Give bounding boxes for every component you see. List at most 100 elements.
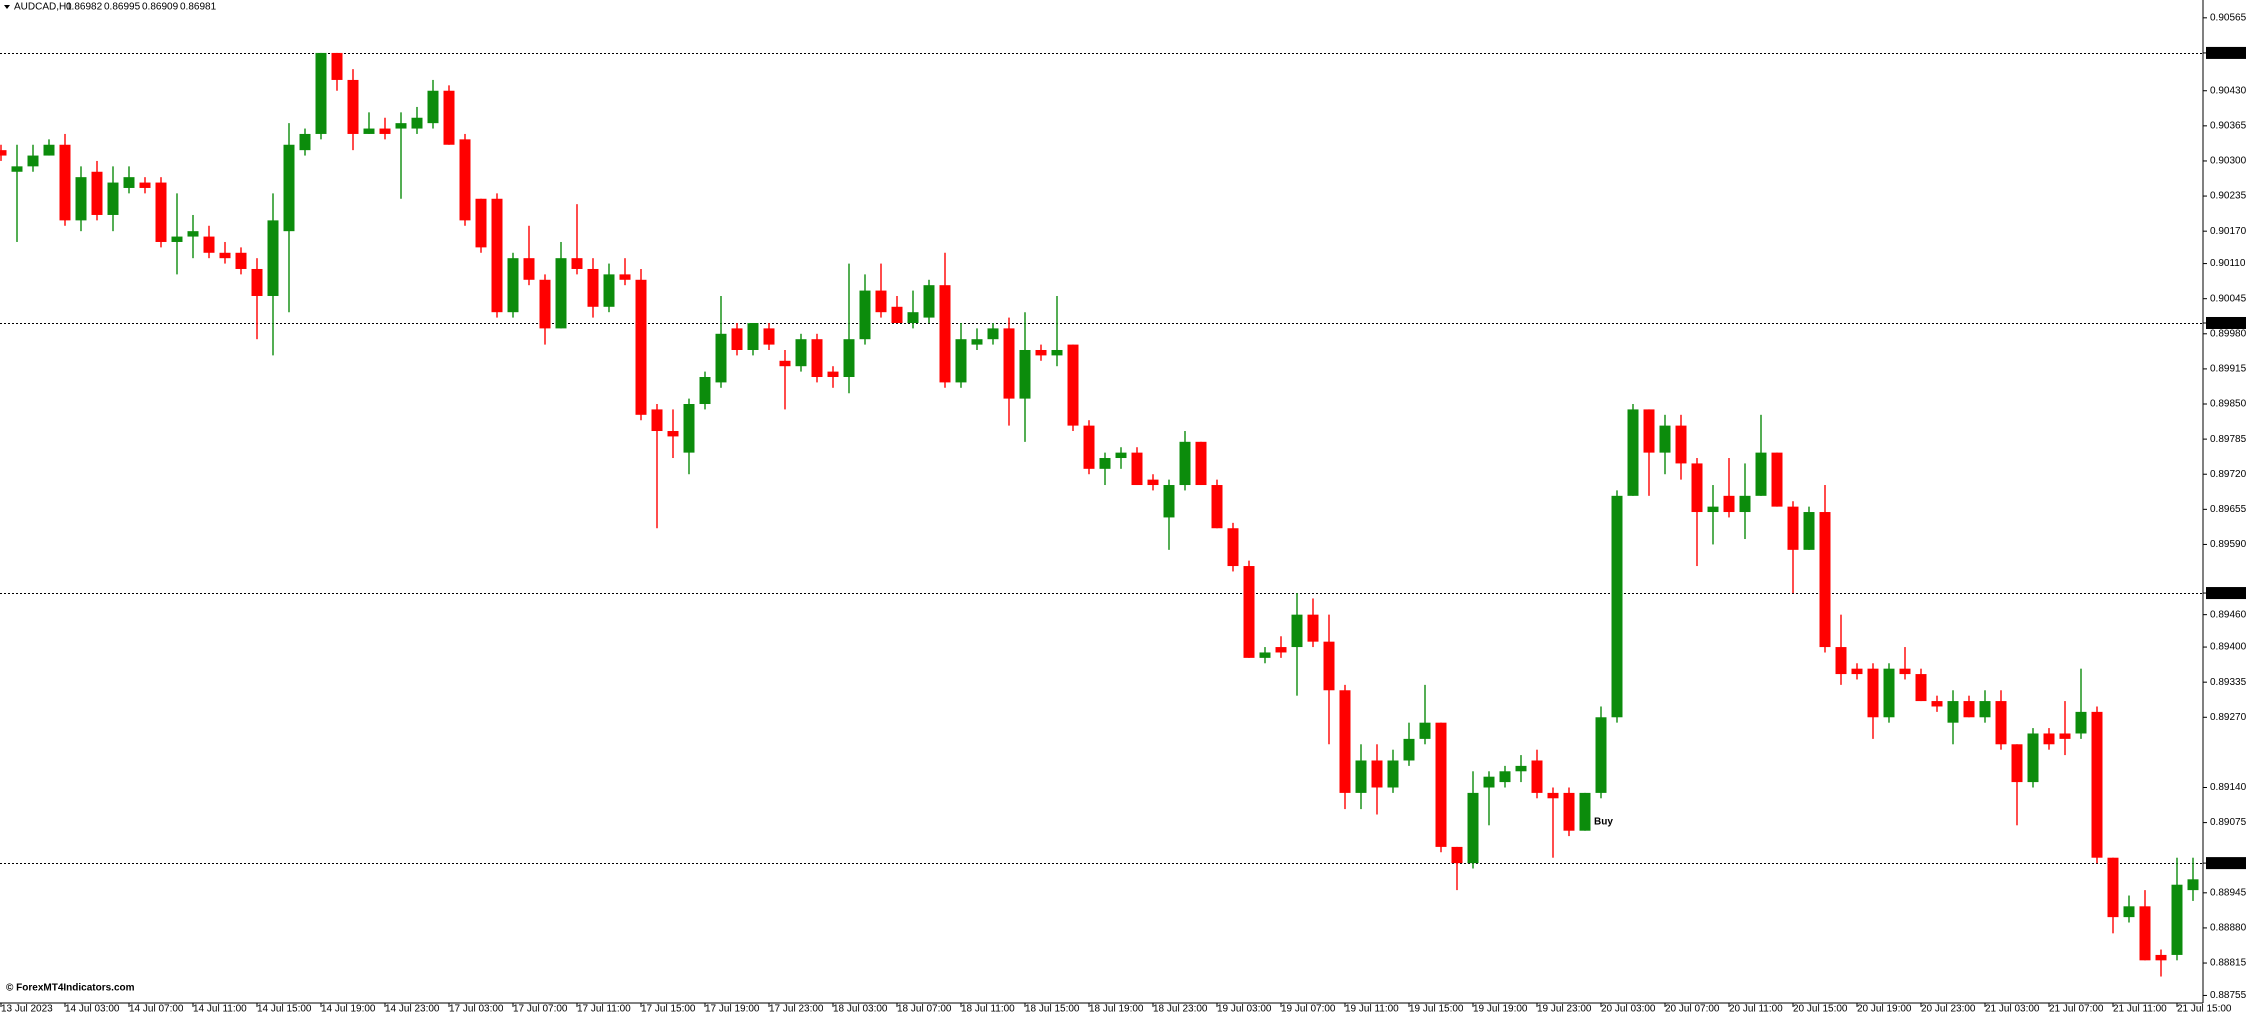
candle-body <box>1563 792 1575 831</box>
x-tick-label: 19 Jul 23:00 <box>1537 1004 1592 1015</box>
candle-body <box>459 139 471 221</box>
x-tick-label: 17 Jul 23:00 <box>769 1004 824 1015</box>
candle-body <box>91 171 103 215</box>
candle-body <box>347 79 359 134</box>
candle-body <box>1931 701 1943 707</box>
candle-body <box>27 155 39 167</box>
x-tick-label: 18 Jul 19:00 <box>1089 1004 1144 1015</box>
candle-body <box>1883 668 1895 718</box>
level-label-box <box>2206 46 2246 59</box>
candle-body <box>1995 701 2007 745</box>
candle-body <box>1035 349 1047 356</box>
candle-body <box>379 128 391 134</box>
candle-body <box>1627 409 1639 496</box>
x-tick-label: 21 Jul 07:00 <box>2049 1004 2104 1015</box>
title-value: 0.86981 <box>180 2 217 13</box>
candle-body <box>571 258 583 269</box>
y-tick-label: 0.90300 <box>2210 156 2246 167</box>
candle-body <box>2091 711 2103 858</box>
x-tick-label: 18 Jul 07:00 <box>897 1004 952 1015</box>
candle-body <box>1435 722 1447 847</box>
y-tick-label: 0.90235 <box>2210 191 2246 202</box>
candle-body <box>491 198 503 313</box>
candle-body <box>219 252 231 259</box>
x-tick-label: 20 Jul 07:00 <box>1665 1004 1720 1015</box>
x-tick-label: 13 Jul 2023 <box>1 1004 53 1015</box>
candle-body <box>1755 452 1767 496</box>
x-tick-label: 18 Jul 23:00 <box>1153 1004 1208 1015</box>
candle-body <box>635 279 647 415</box>
y-tick-label: 0.90110 <box>2210 258 2246 269</box>
x-tick-label: 14 Jul 19:00 <box>321 1004 376 1015</box>
y-tick-label: 0.90045 <box>2210 293 2246 304</box>
y-tick-label: 0.89850 <box>2210 399 2246 410</box>
x-tick-label: 17 Jul 15:00 <box>641 1004 696 1015</box>
candle-body <box>1355 760 1367 793</box>
y-tick-label: 0.89000 <box>2210 858 2246 869</box>
candle-body <box>427 90 439 124</box>
y-tick-label: 0.88755 <box>2210 990 2246 1001</box>
candle-body <box>651 409 663 432</box>
x-tick-label: 20 Jul 19:00 <box>1857 1004 1912 1015</box>
candle-body <box>731 328 743 350</box>
candle-body <box>475 198 487 248</box>
candle-body <box>171 236 183 242</box>
candle-body <box>1771 452 1783 507</box>
candle-body <box>283 144 295 232</box>
candle-body <box>1803 512 1815 550</box>
y-tick-label: 0.90000 <box>2210 318 2246 329</box>
candle-body <box>123 177 135 188</box>
candle-body <box>1003 328 1015 399</box>
candle-body <box>603 274 615 307</box>
candle-body <box>107 182 119 215</box>
candle-body <box>203 236 215 253</box>
x-tick-label: 19 Jul 11:00 <box>1345 1004 1399 1015</box>
candle-body <box>11 166 23 172</box>
y-tick-label: 0.89980 <box>2210 328 2246 339</box>
x-tick-label: 19 Jul 15:00 <box>1409 1004 1464 1015</box>
x-tick-label: 21 Jul 15:00 <box>2177 1004 2232 1015</box>
candle-body <box>1787 506 1799 550</box>
candle-body <box>1819 512 1831 648</box>
candle-body <box>2123 906 2135 918</box>
candle-body <box>1115 452 1127 459</box>
x-tick-label: 20 Jul 23:00 <box>1921 1004 1976 1015</box>
candle-body <box>2011 744 2023 783</box>
x-tick-label: 20 Jul 03:00 <box>1601 1004 1656 1015</box>
candle-body <box>2107 857 2119 918</box>
candle-body <box>1611 495 1623 718</box>
candle-body <box>1915 674 1927 702</box>
x-tick-label: 17 Jul 03:00 <box>449 1004 504 1015</box>
x-tick-label: 18 Jul 15:00 <box>1025 1004 1080 1015</box>
candle-body <box>1371 760 1383 788</box>
candle-body <box>1147 479 1159 486</box>
x-tick-label: 21 Jul 11:00 <box>2113 1004 2167 1015</box>
candle-body <box>299 133 311 151</box>
y-tick-label: 0.90500 <box>2210 48 2246 59</box>
candle-body <box>1339 690 1351 793</box>
candle-body <box>1323 641 1335 691</box>
candle-body <box>1163 485 1175 518</box>
candle-body <box>1579 792 1591 831</box>
candle-body <box>1531 760 1543 793</box>
candle-body <box>411 117 423 129</box>
candle-body <box>1963 701 1975 718</box>
candle-body <box>1067 344 1079 426</box>
candle-body <box>1227 528 1239 567</box>
y-tick-label: 0.89785 <box>2210 434 2246 445</box>
x-tick-label: 21 Jul 03:00 <box>1985 1004 2040 1015</box>
candle-body <box>1211 485 1223 529</box>
candle-body <box>1659 425 1671 453</box>
buy-annotation: Buy <box>1594 817 1613 828</box>
candle-body <box>267 220 279 296</box>
candle-body <box>75 177 87 221</box>
candle-body <box>1131 452 1143 486</box>
y-tick-label: 0.88880 <box>2210 923 2246 934</box>
candle-body <box>1051 349 1063 356</box>
symbol-title: AUDCAD,H1 <box>14 2 72 13</box>
x-tick-label: 14 Jul 15:00 <box>257 1004 312 1015</box>
candle-body <box>955 339 967 383</box>
candle-body <box>827 371 839 378</box>
candle-body <box>2139 906 2151 961</box>
